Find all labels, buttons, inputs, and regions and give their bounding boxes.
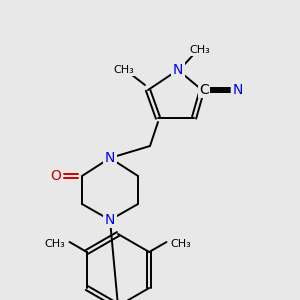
Text: C: C — [199, 83, 209, 97]
Text: N: N — [105, 213, 115, 227]
Text: N: N — [173, 63, 183, 77]
Text: N: N — [105, 151, 115, 165]
Text: CH₃: CH₃ — [170, 239, 191, 249]
Text: O: O — [51, 169, 62, 183]
Text: CH₃: CH₃ — [45, 239, 65, 249]
Text: CH₃: CH₃ — [114, 65, 134, 75]
Text: CH₃: CH₃ — [190, 45, 210, 55]
Text: N: N — [233, 83, 243, 97]
